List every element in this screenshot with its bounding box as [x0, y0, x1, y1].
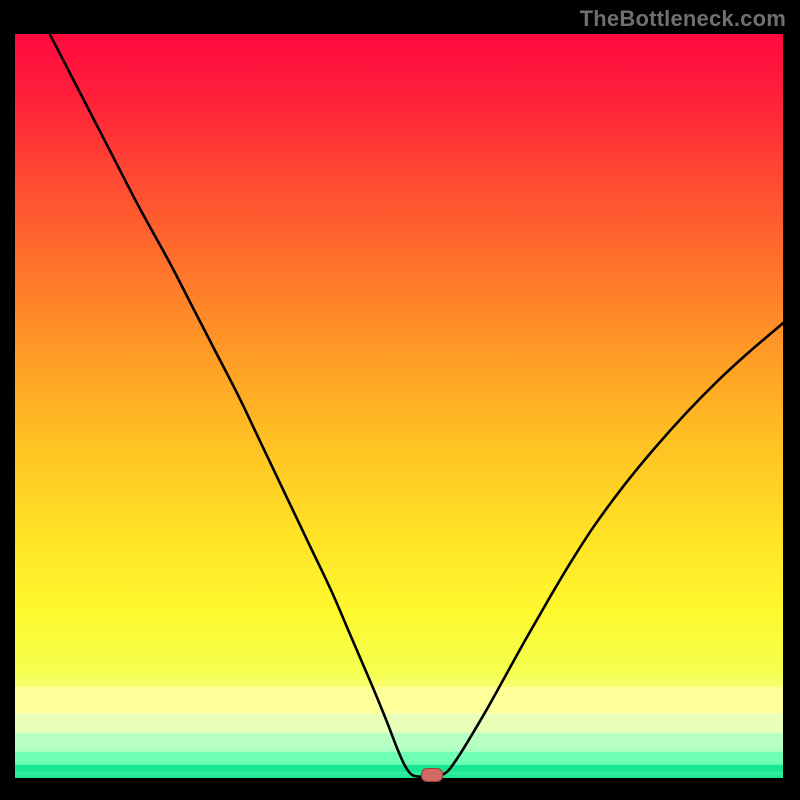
bottleneck-marker [421, 768, 443, 782]
plot-area [13, 32, 785, 780]
watermark-text: TheBottleneck.com [580, 6, 786, 32]
chart-stage: TheBottleneck.com [0, 0, 800, 800]
bottleneck-curve [15, 34, 787, 782]
